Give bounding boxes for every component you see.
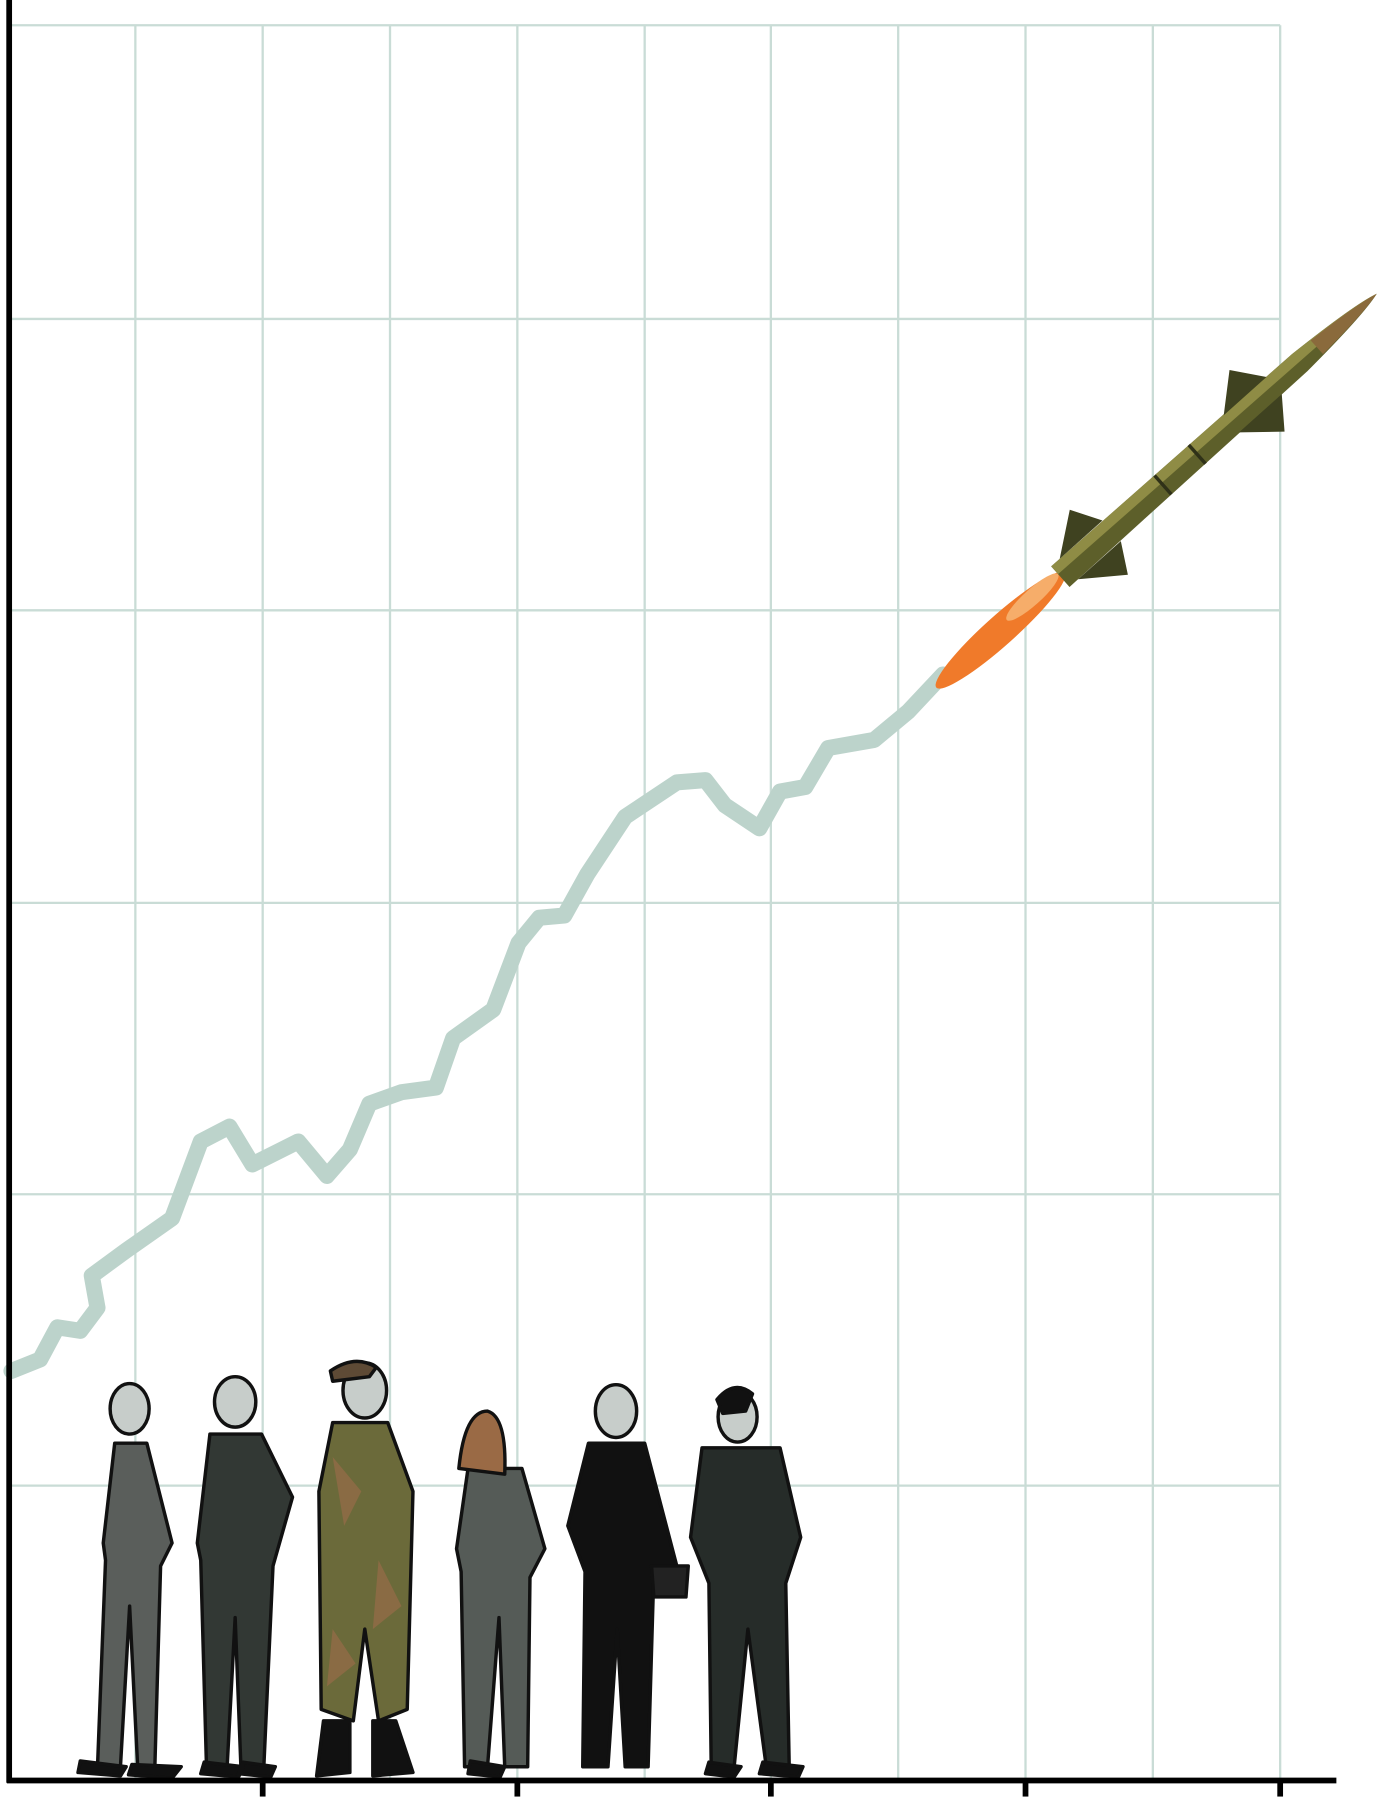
person xyxy=(457,1411,545,1777)
people xyxy=(78,1361,803,1778)
person xyxy=(568,1385,688,1767)
smoke-trail xyxy=(11,675,942,1371)
rocket xyxy=(907,261,1388,720)
illustration xyxy=(0,0,1388,1800)
person xyxy=(78,1384,181,1779)
rocket-nose xyxy=(1311,287,1383,354)
person xyxy=(197,1377,292,1777)
page xyxy=(0,0,1388,1800)
person xyxy=(691,1388,803,1777)
person xyxy=(317,1361,413,1776)
